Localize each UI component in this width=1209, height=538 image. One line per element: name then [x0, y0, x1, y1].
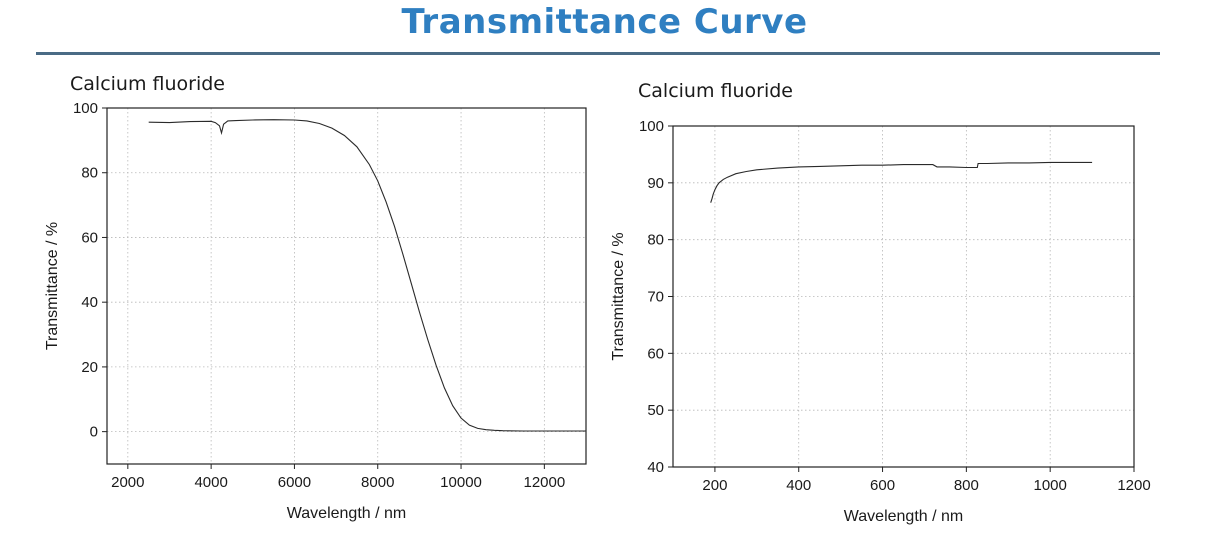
title-divider	[36, 52, 1160, 55]
y-tick-label: 80	[81, 165, 98, 182]
y-tick-label: 40	[81, 294, 98, 311]
x-tick-label: 4000	[194, 474, 227, 491]
y-tick-label: 20	[81, 359, 98, 376]
x-axis-label: Wavelength / nm	[287, 505, 406, 522]
x-tick-label: 8000	[361, 474, 394, 491]
page-title: Transmittance Curve	[401, 2, 808, 42]
x-tick-label: 12000	[523, 474, 565, 491]
transmittance-curve	[148, 119, 586, 432]
x-tick-label: 6000	[278, 474, 311, 491]
x-tick-label: 1000	[1033, 477, 1066, 494]
y-tick-label: 60	[647, 345, 664, 362]
chart-title: Calcium fluoride	[638, 80, 793, 102]
x-tick-label: 800	[954, 477, 979, 494]
x-tick-label: 600	[870, 477, 895, 494]
x-tick-label: 200	[702, 477, 727, 494]
y-tick-label: 50	[647, 402, 664, 419]
x-tick-label: 10000	[440, 474, 482, 491]
y-tick-label: 40	[647, 459, 664, 476]
x-axis-label: Wavelength / nm	[844, 508, 963, 525]
y-tick-label: 0	[90, 424, 98, 441]
y-tick-label: 60	[81, 229, 98, 246]
y-tick-label: 70	[647, 289, 664, 306]
y-axis-label: Transmittance / %	[610, 232, 627, 360]
y-tick-label: 80	[647, 232, 664, 249]
x-tick-label: 1200	[1117, 477, 1150, 494]
x-tick-label: 400	[786, 477, 811, 494]
transmittance-curve	[710, 161, 1093, 203]
chart-title: Calcium fluoride	[70, 73, 225, 95]
y-tick-label: 100	[73, 100, 98, 117]
y-tick-label: 90	[647, 175, 664, 192]
x-tick-label: 2000	[111, 474, 144, 491]
y-tick-label: 100	[639, 118, 664, 135]
plot-frame	[106, 107, 587, 465]
y-axis-label: Transmittance / %	[44, 222, 61, 350]
